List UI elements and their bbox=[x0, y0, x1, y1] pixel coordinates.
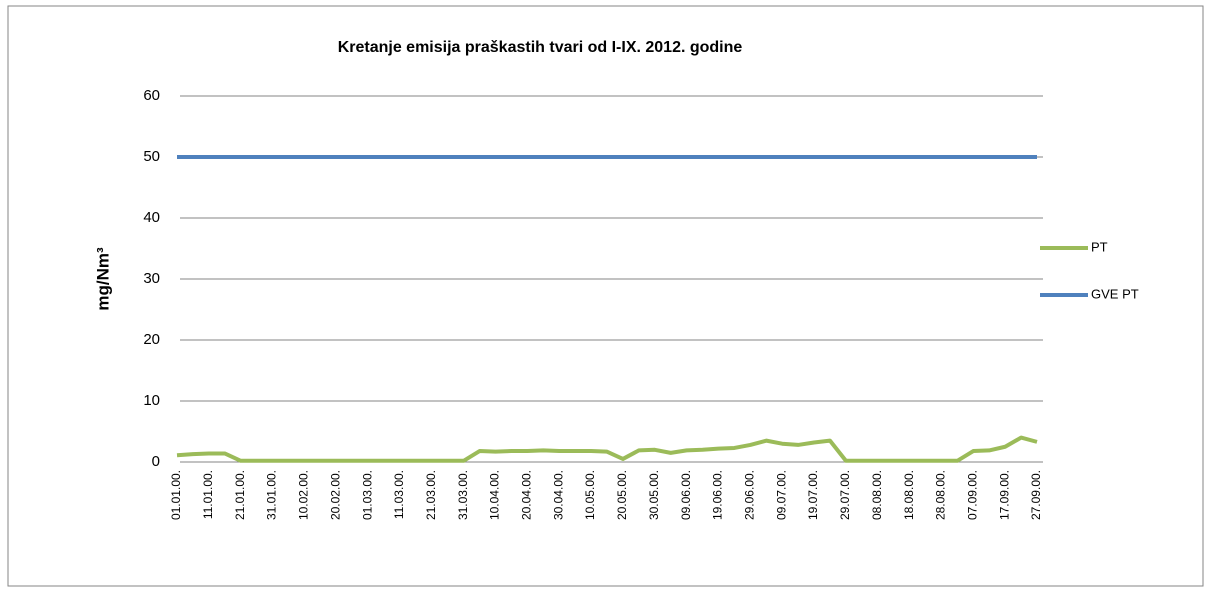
x-tick-label: 11.01.00. bbox=[201, 470, 215, 519]
x-tick-label: 29.07.00. bbox=[838, 470, 852, 520]
x-tick-label: 20.02.00. bbox=[328, 470, 342, 520]
x-tick-label: 10.02.00. bbox=[297, 470, 311, 520]
chart-title: Kretanje emisija praškastih tvari od I-I… bbox=[338, 39, 743, 56]
y-tick-label: 10 bbox=[143, 392, 160, 409]
x-tick-label: 31.03.00. bbox=[456, 470, 470, 520]
x-tick-label: 01.01.00. bbox=[169, 470, 183, 520]
x-tick-label: 18.08.00. bbox=[902, 470, 916, 520]
x-tick-label: 07.09.00. bbox=[965, 470, 979, 520]
x-tick-label: 20.04.00. bbox=[520, 470, 534, 520]
x-tick-label: 30.05.00. bbox=[647, 470, 661, 520]
chart-frame bbox=[7, 5, 1204, 587]
x-tick-label: 01.03.00. bbox=[360, 470, 374, 520]
y-tick-label: 20 bbox=[143, 331, 160, 348]
legend-label: PT bbox=[1091, 239, 1108, 254]
x-tick-label: 17.09.00. bbox=[997, 470, 1011, 520]
x-tick-label: 31.01.00. bbox=[265, 470, 279, 520]
y-tick-label: 40 bbox=[143, 209, 160, 226]
x-tick-label: 29.06.00. bbox=[743, 470, 757, 520]
x-tick-label: 08.08.00. bbox=[870, 470, 884, 520]
x-tick-label: 11.03.00. bbox=[392, 470, 406, 519]
x-tick-label: 10.05.00. bbox=[583, 470, 597, 520]
x-tick-label: 28.08.00. bbox=[934, 470, 948, 520]
series-line bbox=[176, 435, 1038, 463]
x-tick-label: 10.04.00. bbox=[488, 470, 502, 520]
y-tick-label: 0 bbox=[152, 453, 160, 470]
x-tick-label: 09.07.00. bbox=[774, 470, 788, 520]
x-tick-label: 19.06.00. bbox=[711, 470, 725, 520]
x-tick-label: 19.07.00. bbox=[806, 470, 820, 520]
x-tick-label: 30.04.00. bbox=[551, 470, 565, 520]
legend-label: GVE PT bbox=[1091, 286, 1139, 301]
x-tick-label: 20.05.00. bbox=[615, 470, 629, 520]
y-tick-label: 50 bbox=[143, 148, 160, 165]
x-tick-label: 27.09.00. bbox=[1029, 470, 1043, 520]
x-tick-label: 21.03.00. bbox=[424, 470, 438, 520]
x-tick-label: 09.06.00. bbox=[679, 470, 693, 520]
y-tick-label: 30 bbox=[143, 270, 160, 287]
x-tick-label: 21.01.00. bbox=[233, 470, 247, 520]
y-axis-label: mg/Nm³ bbox=[93, 247, 112, 311]
y-tick-label: 60 bbox=[143, 87, 160, 104]
